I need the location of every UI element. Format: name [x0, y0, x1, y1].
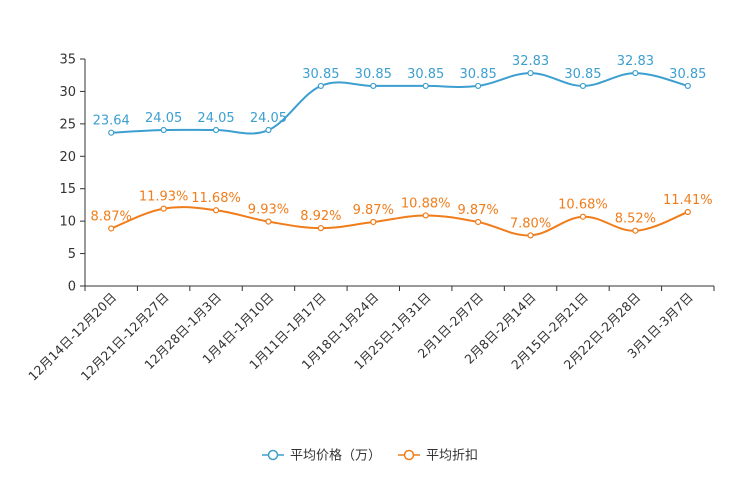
series-2-point — [422, 212, 429, 219]
legend-label-1[interactable]: 平均价格（万） — [290, 448, 381, 464]
series-1-point — [527, 69, 534, 77]
series-1-point — [579, 82, 587, 90]
series-1-point — [684, 82, 691, 90]
series-line-1 — [111, 72, 689, 135]
series-1-data-label: 24.05 — [197, 111, 234, 126]
series-2-data-label: 10.88% — [401, 196, 451, 211]
y-tick-label: 10 — [59, 215, 76, 230]
series-2-data-label: 9.87% — [457, 203, 498, 218]
x-tick-label: 12月14日-12月20日 — [25, 290, 119, 384]
legend-marker-icon — [267, 449, 279, 461]
series-1-data-label: 30.85 — [407, 67, 444, 82]
series-2-point — [265, 218, 272, 225]
legend-label-2[interactable]: 平均折扣 — [426, 449, 478, 464]
series-layer — [108, 69, 691, 239]
series-2-point — [684, 208, 691, 216]
y-tick-label: 30 — [59, 85, 76, 100]
series-2-point — [160, 205, 167, 212]
series-2-data-label: 7.80% — [510, 216, 551, 231]
series-2-point — [370, 218, 377, 226]
series-2-data-label: 9.87% — [353, 203, 394, 218]
series-2-data-label: 9.93% — [248, 203, 289, 218]
series-2-data-label: 11.41% — [663, 193, 713, 208]
series-2-data-label: 10.68% — [558, 198, 608, 213]
series-1-data-label: 24.05 — [250, 111, 287, 126]
series-1-data-label: 24.05 — [145, 111, 182, 126]
series-1-point — [212, 126, 220, 134]
series-1-data-label: 30.85 — [302, 67, 339, 82]
series-2-point — [108, 225, 115, 232]
series-1-point — [632, 69, 639, 77]
y-tick-label: 25 — [59, 117, 76, 132]
series-1-point — [422, 82, 429, 90]
series-1-point — [370, 82, 377, 90]
series-1-data-label: 30.85 — [460, 67, 497, 82]
series-2-data-label: 11.93% — [139, 190, 189, 205]
series-1-point — [108, 129, 115, 136]
series-1-point — [160, 126, 167, 134]
x-tick-label: 12月21日-12月27日 — [78, 290, 172, 384]
series-1-data-label: 30.85 — [355, 67, 392, 82]
series-2-data-label: 11.68% — [191, 191, 241, 206]
series-2-point — [317, 225, 324, 232]
y-tick-label: 15 — [59, 182, 76, 197]
series-2-point — [579, 213, 587, 220]
y-tick-label: 35 — [59, 53, 76, 68]
series-1-point — [317, 82, 324, 90]
y-tick-label: 20 — [59, 150, 76, 165]
series-2-point — [527, 232, 534, 239]
y-tick-label: 0 — [68, 280, 76, 295]
series-2-point — [475, 218, 482, 226]
y-tick-label: 5 — [68, 247, 76, 262]
series-line-2 — [110, 206, 689, 237]
legend-marker-icon — [403, 449, 415, 461]
series-1-point — [475, 82, 482, 90]
series-2-point — [212, 207, 220, 214]
series-1-data-label: 32.83 — [617, 54, 654, 69]
series-1-data-label: 23.64 — [93, 114, 130, 129]
series-1-data-label: 30.85 — [669, 67, 706, 82]
series-2-data-label: 8.52% — [615, 212, 656, 227]
series-2-data-label: 8.92% — [300, 209, 341, 224]
legend: 平均价格（万） 平均折扣 — [262, 448, 478, 464]
series-2-data-label: 8.87% — [91, 209, 132, 224]
data-labels: 23.64 24.05 24.05 24.05 30.85 30.85 30.85 30.85… — [91, 54, 713, 231]
series-2-point — [632, 227, 639, 234]
series-1-data-label: 32.83 — [512, 54, 549, 69]
series-1-data-label: 30.85 — [564, 67, 601, 82]
series-1-point — [265, 126, 272, 134]
